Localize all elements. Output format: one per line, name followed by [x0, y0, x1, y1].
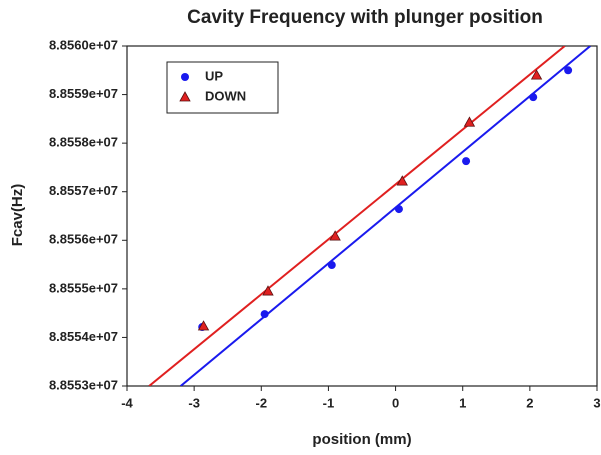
marker	[260, 310, 269, 319]
y-tick-label: 8.8558e+07	[49, 135, 118, 150]
marker	[262, 285, 274, 296]
y-tick-label: 8.8559e+07	[49, 86, 118, 101]
x-tick-label: 1	[459, 395, 466, 410]
y-tick-label: 8.8554e+07	[49, 329, 118, 344]
x-tick-label: -3	[188, 395, 200, 410]
marker	[462, 157, 471, 166]
fit-line	[148, 46, 566, 386]
y-axis-label: Fcav(Hz)	[9, 184, 26, 247]
x-tick-label: 3	[593, 395, 600, 410]
legend-marker	[181, 73, 189, 81]
y-tick-label: 8.8557e+07	[49, 183, 118, 198]
marker	[396, 175, 408, 186]
legend-box	[166, 61, 279, 114]
marker	[394, 205, 403, 214]
y-tick-label: 8.8555e+07	[49, 280, 118, 295]
marker	[530, 69, 543, 80]
marker	[329, 230, 341, 241]
y-tick-label: 8.8553e+07	[49, 377, 118, 392]
legend-label: DOWN	[205, 88, 246, 103]
y-tick-label: 8.8560e+07	[49, 37, 118, 52]
marker	[327, 261, 336, 270]
x-tick-label: -1	[323, 395, 335, 410]
marker	[564, 66, 573, 75]
legend-label: UP	[205, 68, 223, 83]
marker	[197, 320, 210, 331]
x-tick-label: 2	[526, 395, 533, 410]
chart-title: Cavity Frequency with plunger position	[187, 7, 543, 28]
marker	[463, 116, 476, 127]
marker	[529, 93, 538, 102]
plot-area	[148, 46, 591, 386]
legend-marker	[179, 91, 191, 102]
x-tick-label: 0	[392, 395, 399, 410]
plot-frame	[126, 45, 598, 387]
y-tick-label: 8.8556e+07	[49, 232, 118, 247]
x-tick-label: -4	[121, 395, 133, 410]
x-tick-label: -2	[256, 395, 268, 410]
fit-line	[180, 46, 591, 386]
x-axis-label: position (mm)	[312, 431, 411, 448]
